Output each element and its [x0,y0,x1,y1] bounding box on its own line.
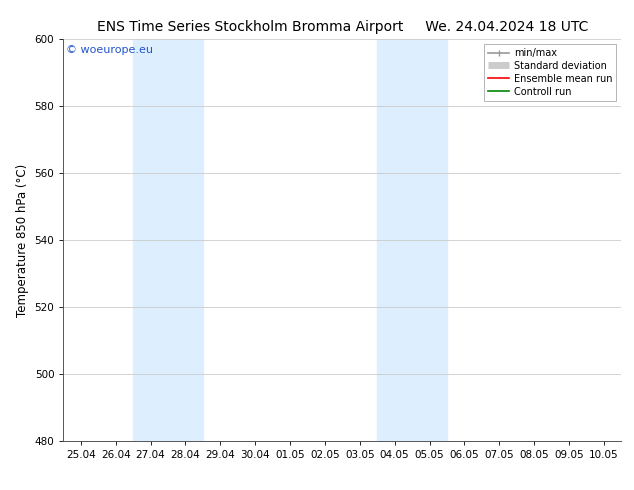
Y-axis label: Temperature 850 hPa (°C): Temperature 850 hPa (°C) [16,164,29,317]
Legend: min/max, Standard deviation, Ensemble mean run, Controll run: min/max, Standard deviation, Ensemble me… [484,44,616,100]
Title: ENS Time Series Stockholm Bromma Airport     We. 24.04.2024 18 UTC: ENS Time Series Stockholm Bromma Airport… [96,20,588,34]
Bar [133,39,203,441]
Text: © woeurope.eu: © woeurope.eu [66,45,153,55]
Bar [377,39,447,441]
